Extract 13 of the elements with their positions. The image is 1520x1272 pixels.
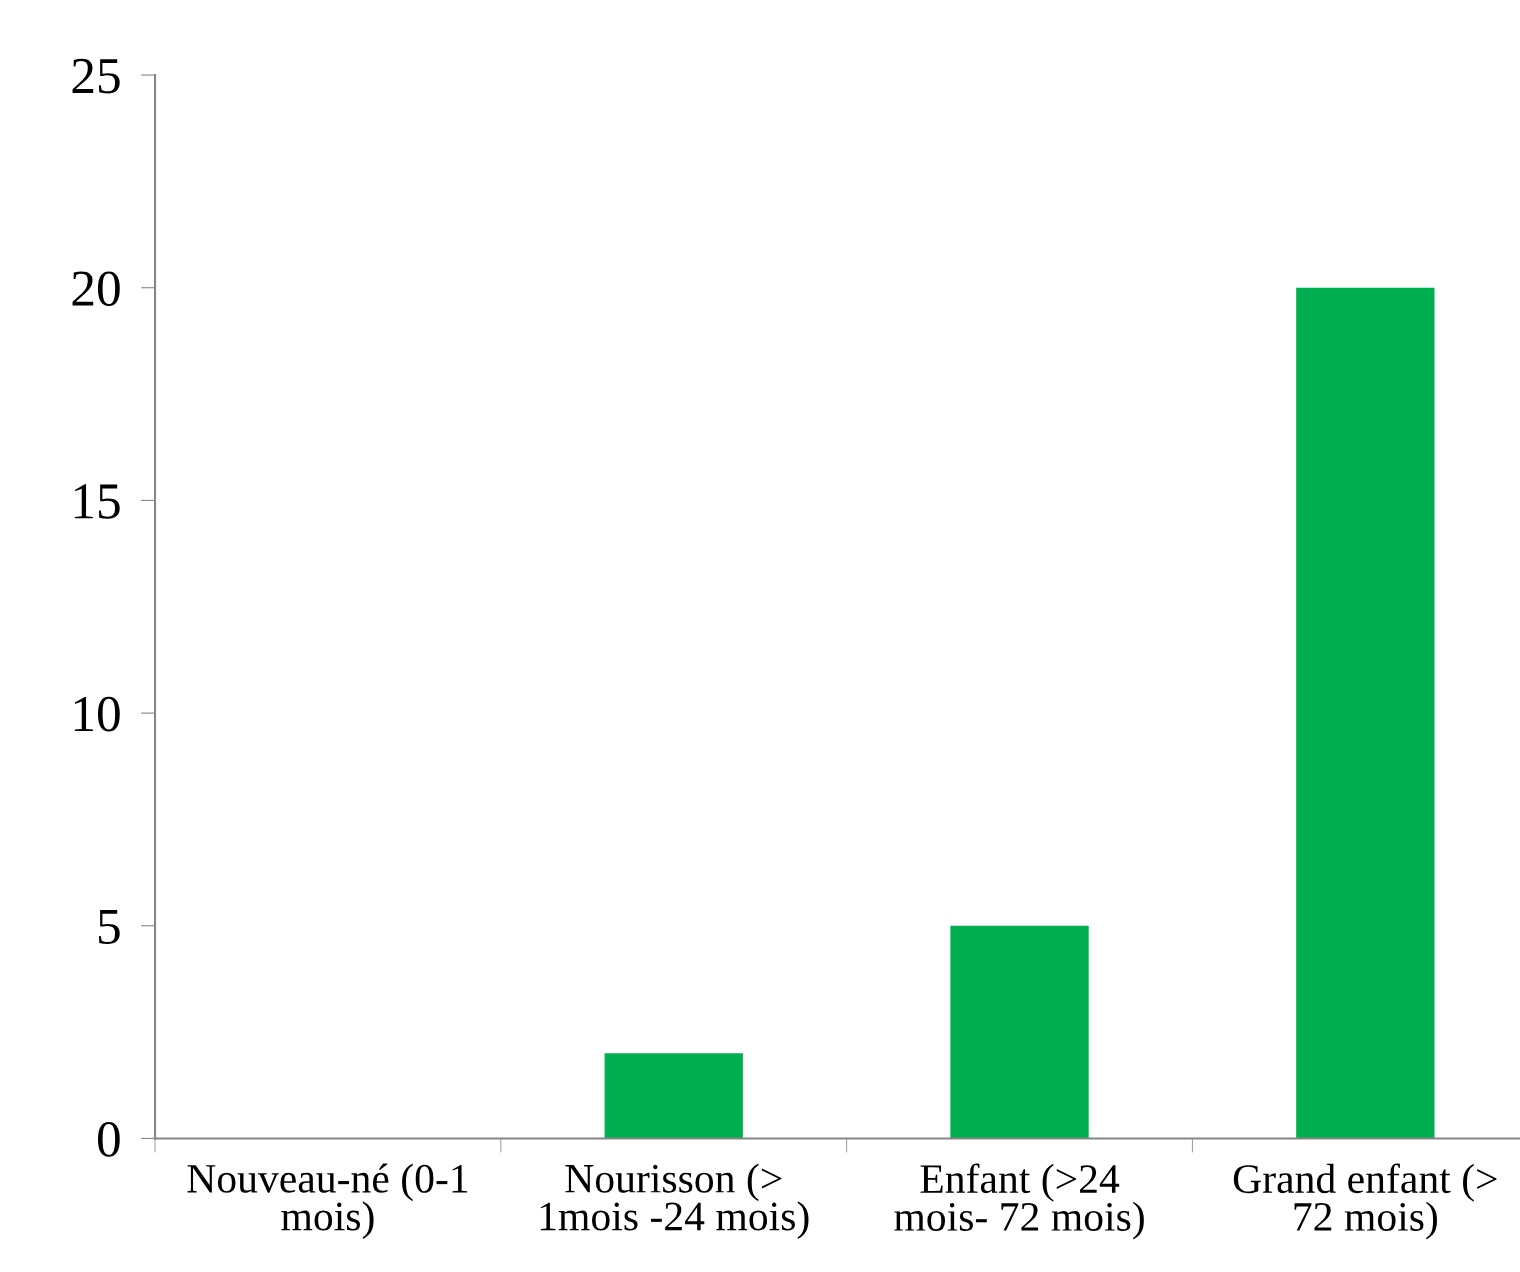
x-tick-label: Enfant (>24 mois- 72 mois): [894, 1163, 1144, 1240]
bar: [604, 1053, 743, 1139]
x-tick-label: Grand enfant (> 72 mois): [1233, 1163, 1497, 1240]
x-tick-label: Nourisson (> 1mois -24 mois): [540, 1163, 809, 1240]
y-tick-label: 10: [74, 696, 120, 732]
y-tick-label: 0: [97, 1122, 120, 1157]
y-tick-label: 5: [99, 909, 120, 945]
y-tick-label: 20: [72, 271, 120, 307]
x-tick-label: Nouveau-né (0-1 mois): [187, 1163, 468, 1240]
bar: [950, 925, 1089, 1139]
y-tick-label: 25: [72, 58, 120, 94]
bar: [1296, 287, 1435, 1139]
y-tick-label: 15: [74, 484, 120, 519]
